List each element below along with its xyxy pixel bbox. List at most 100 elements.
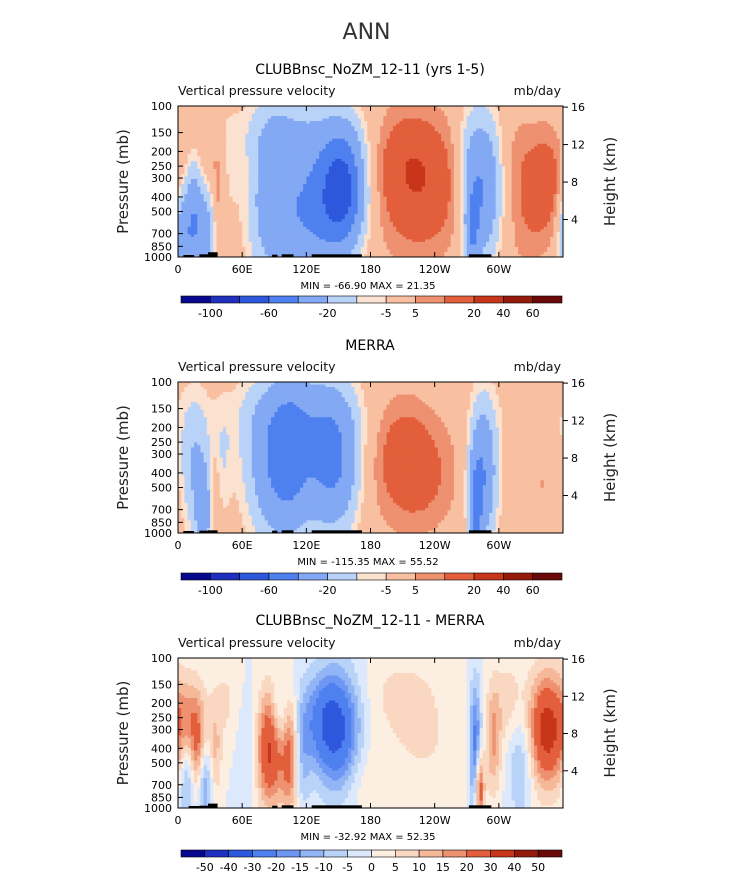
land-mask bbox=[272, 805, 278, 808]
x-tick-label: 60W bbox=[486, 814, 511, 827]
colorbar-swatch bbox=[466, 849, 491, 858]
x-tick-label: 60E bbox=[232, 263, 253, 276]
colorbar-swatch bbox=[239, 572, 270, 581]
land-mask bbox=[199, 254, 208, 257]
colorbar-swatch bbox=[514, 849, 539, 858]
colorbar-label: 20 bbox=[467, 584, 481, 597]
y-tick-label: 400 bbox=[151, 742, 172, 755]
land-mask bbox=[281, 805, 294, 808]
height-tick-label: 4 bbox=[571, 765, 578, 778]
height-tick-label: 8 bbox=[571, 728, 578, 741]
colorbar-swatch bbox=[239, 295, 270, 304]
height-tick-label: 12 bbox=[571, 139, 585, 152]
height-tick-label: 16 bbox=[571, 101, 585, 114]
x-tick-label: 120W bbox=[419, 539, 451, 552]
colorbar-label: -10 bbox=[315, 861, 333, 872]
colorbar-swatch bbox=[415, 295, 446, 304]
units-label: mb/day bbox=[514, 359, 562, 374]
colorbar-label: -5 bbox=[342, 861, 353, 872]
panel-1: CLUBBnsc_NoZM_12-11 (yrs 1-5) Vertical pr… bbox=[114, 62, 619, 320]
land-mask bbox=[272, 254, 278, 257]
colorbar-swatch bbox=[442, 849, 468, 858]
colorbar-swatch bbox=[532, 295, 563, 304]
colorbar-swatch bbox=[347, 849, 372, 858]
min-max-stats: MIN = -66.90 MAX = 21.35 bbox=[301, 281, 436, 292]
colorbar-swatch bbox=[180, 849, 206, 858]
land-mask bbox=[311, 805, 362, 808]
colorbar-swatch bbox=[503, 572, 533, 581]
y-tick-label: 850 bbox=[151, 791, 172, 804]
colorbar-swatch bbox=[444, 572, 475, 581]
y-tick-label: 200 bbox=[151, 421, 172, 434]
land-mask bbox=[281, 254, 294, 257]
colorbar-swatch bbox=[210, 572, 240, 581]
land-mask bbox=[468, 530, 492, 533]
x-tick-label: 120E bbox=[292, 263, 320, 276]
colorbar-swatch bbox=[299, 849, 325, 858]
y-axis-title: Pressure (mb) bbox=[114, 681, 132, 786]
y-tick-label: 500 bbox=[151, 757, 172, 770]
land-mask bbox=[199, 530, 208, 533]
x-tick-label: 60E bbox=[232, 814, 253, 827]
colorbar-swatch bbox=[356, 572, 387, 581]
colorbar-label: 20 bbox=[460, 861, 474, 872]
height-tick-label: 8 bbox=[571, 176, 578, 189]
height-tick-label: 4 bbox=[571, 490, 578, 503]
colorbar-swatch bbox=[537, 849, 563, 858]
colorbar-label: 60 bbox=[526, 584, 540, 597]
colorbar-label: 10 bbox=[412, 861, 426, 872]
colorbar: -100 -60 -20 -5 5 20 40 60 bbox=[180, 572, 563, 597]
colorbar-label: -60 bbox=[260, 307, 278, 320]
y-tick-label: 100 bbox=[151, 652, 172, 665]
y-axis-right-title: Height (km) bbox=[601, 688, 619, 777]
x-tick-label: 180 bbox=[360, 814, 381, 827]
y-tick-label: 300 bbox=[151, 724, 172, 737]
x-tick-label: 180 bbox=[360, 539, 381, 552]
colorbar: -100 -60 -20 -5 5 20 40 60 bbox=[180, 295, 563, 320]
y-tick-label: 100 bbox=[151, 376, 172, 389]
panel-2: MERRA Vertical pressure velocity mb/day 100… bbox=[114, 338, 619, 597]
colorbar-swatch bbox=[297, 295, 328, 304]
land-mask bbox=[207, 252, 218, 257]
land-mask bbox=[183, 255, 195, 257]
colorbar-swatch bbox=[490, 849, 515, 858]
colorbar-swatch bbox=[503, 295, 533, 304]
land-mask bbox=[207, 530, 218, 533]
y-tick-label: 400 bbox=[151, 467, 172, 480]
y-tick-label: 150 bbox=[151, 403, 172, 416]
land-mask bbox=[199, 805, 208, 808]
contour-field bbox=[178, 658, 563, 808]
height-tick-label: 12 bbox=[571, 415, 585, 428]
y-tick-label: 150 bbox=[151, 127, 172, 140]
colorbar-swatch bbox=[268, 572, 299, 581]
y-tick-label: 250 bbox=[151, 160, 172, 173]
y-tick-label: 100 bbox=[151, 100, 172, 113]
height-tick-label: 4 bbox=[571, 214, 578, 227]
colorbar-label: -100 bbox=[198, 307, 223, 320]
land-mask bbox=[207, 803, 218, 808]
x-tick-label: 60E bbox=[232, 539, 253, 552]
y-tick-label: 1000 bbox=[144, 527, 172, 540]
y-tick-label: 1000 bbox=[144, 802, 172, 815]
panel-title: MERRA bbox=[345, 338, 395, 354]
colorbar-label: -5 bbox=[381, 307, 392, 320]
colorbar-swatch bbox=[180, 295, 211, 304]
x-tick-label: 120W bbox=[419, 263, 451, 276]
colorbar-label: 5 bbox=[412, 307, 419, 320]
y-tick-label: 500 bbox=[151, 482, 172, 495]
y-tick-label: 300 bbox=[151, 448, 172, 461]
land-mask bbox=[188, 806, 200, 808]
colorbar-label: 0 bbox=[368, 861, 375, 872]
colorbar-swatch bbox=[210, 295, 240, 304]
colorbar-label: 60 bbox=[526, 307, 540, 320]
colorbar-label: -5 bbox=[381, 584, 392, 597]
panel-3: CLUBBnsc_NoZM_12-11 - MERRA Vertical pres… bbox=[114, 613, 619, 872]
height-tick-label: 16 bbox=[571, 377, 585, 390]
colorbar-swatch bbox=[473, 572, 504, 581]
y-tick-label: 700 bbox=[151, 228, 172, 241]
land-mask bbox=[311, 254, 362, 257]
min-max-stats: MIN = -115.35 MAX = 55.52 bbox=[297, 557, 438, 568]
x-tick-label: 180 bbox=[360, 263, 381, 276]
colorbar-swatch bbox=[385, 295, 416, 304]
